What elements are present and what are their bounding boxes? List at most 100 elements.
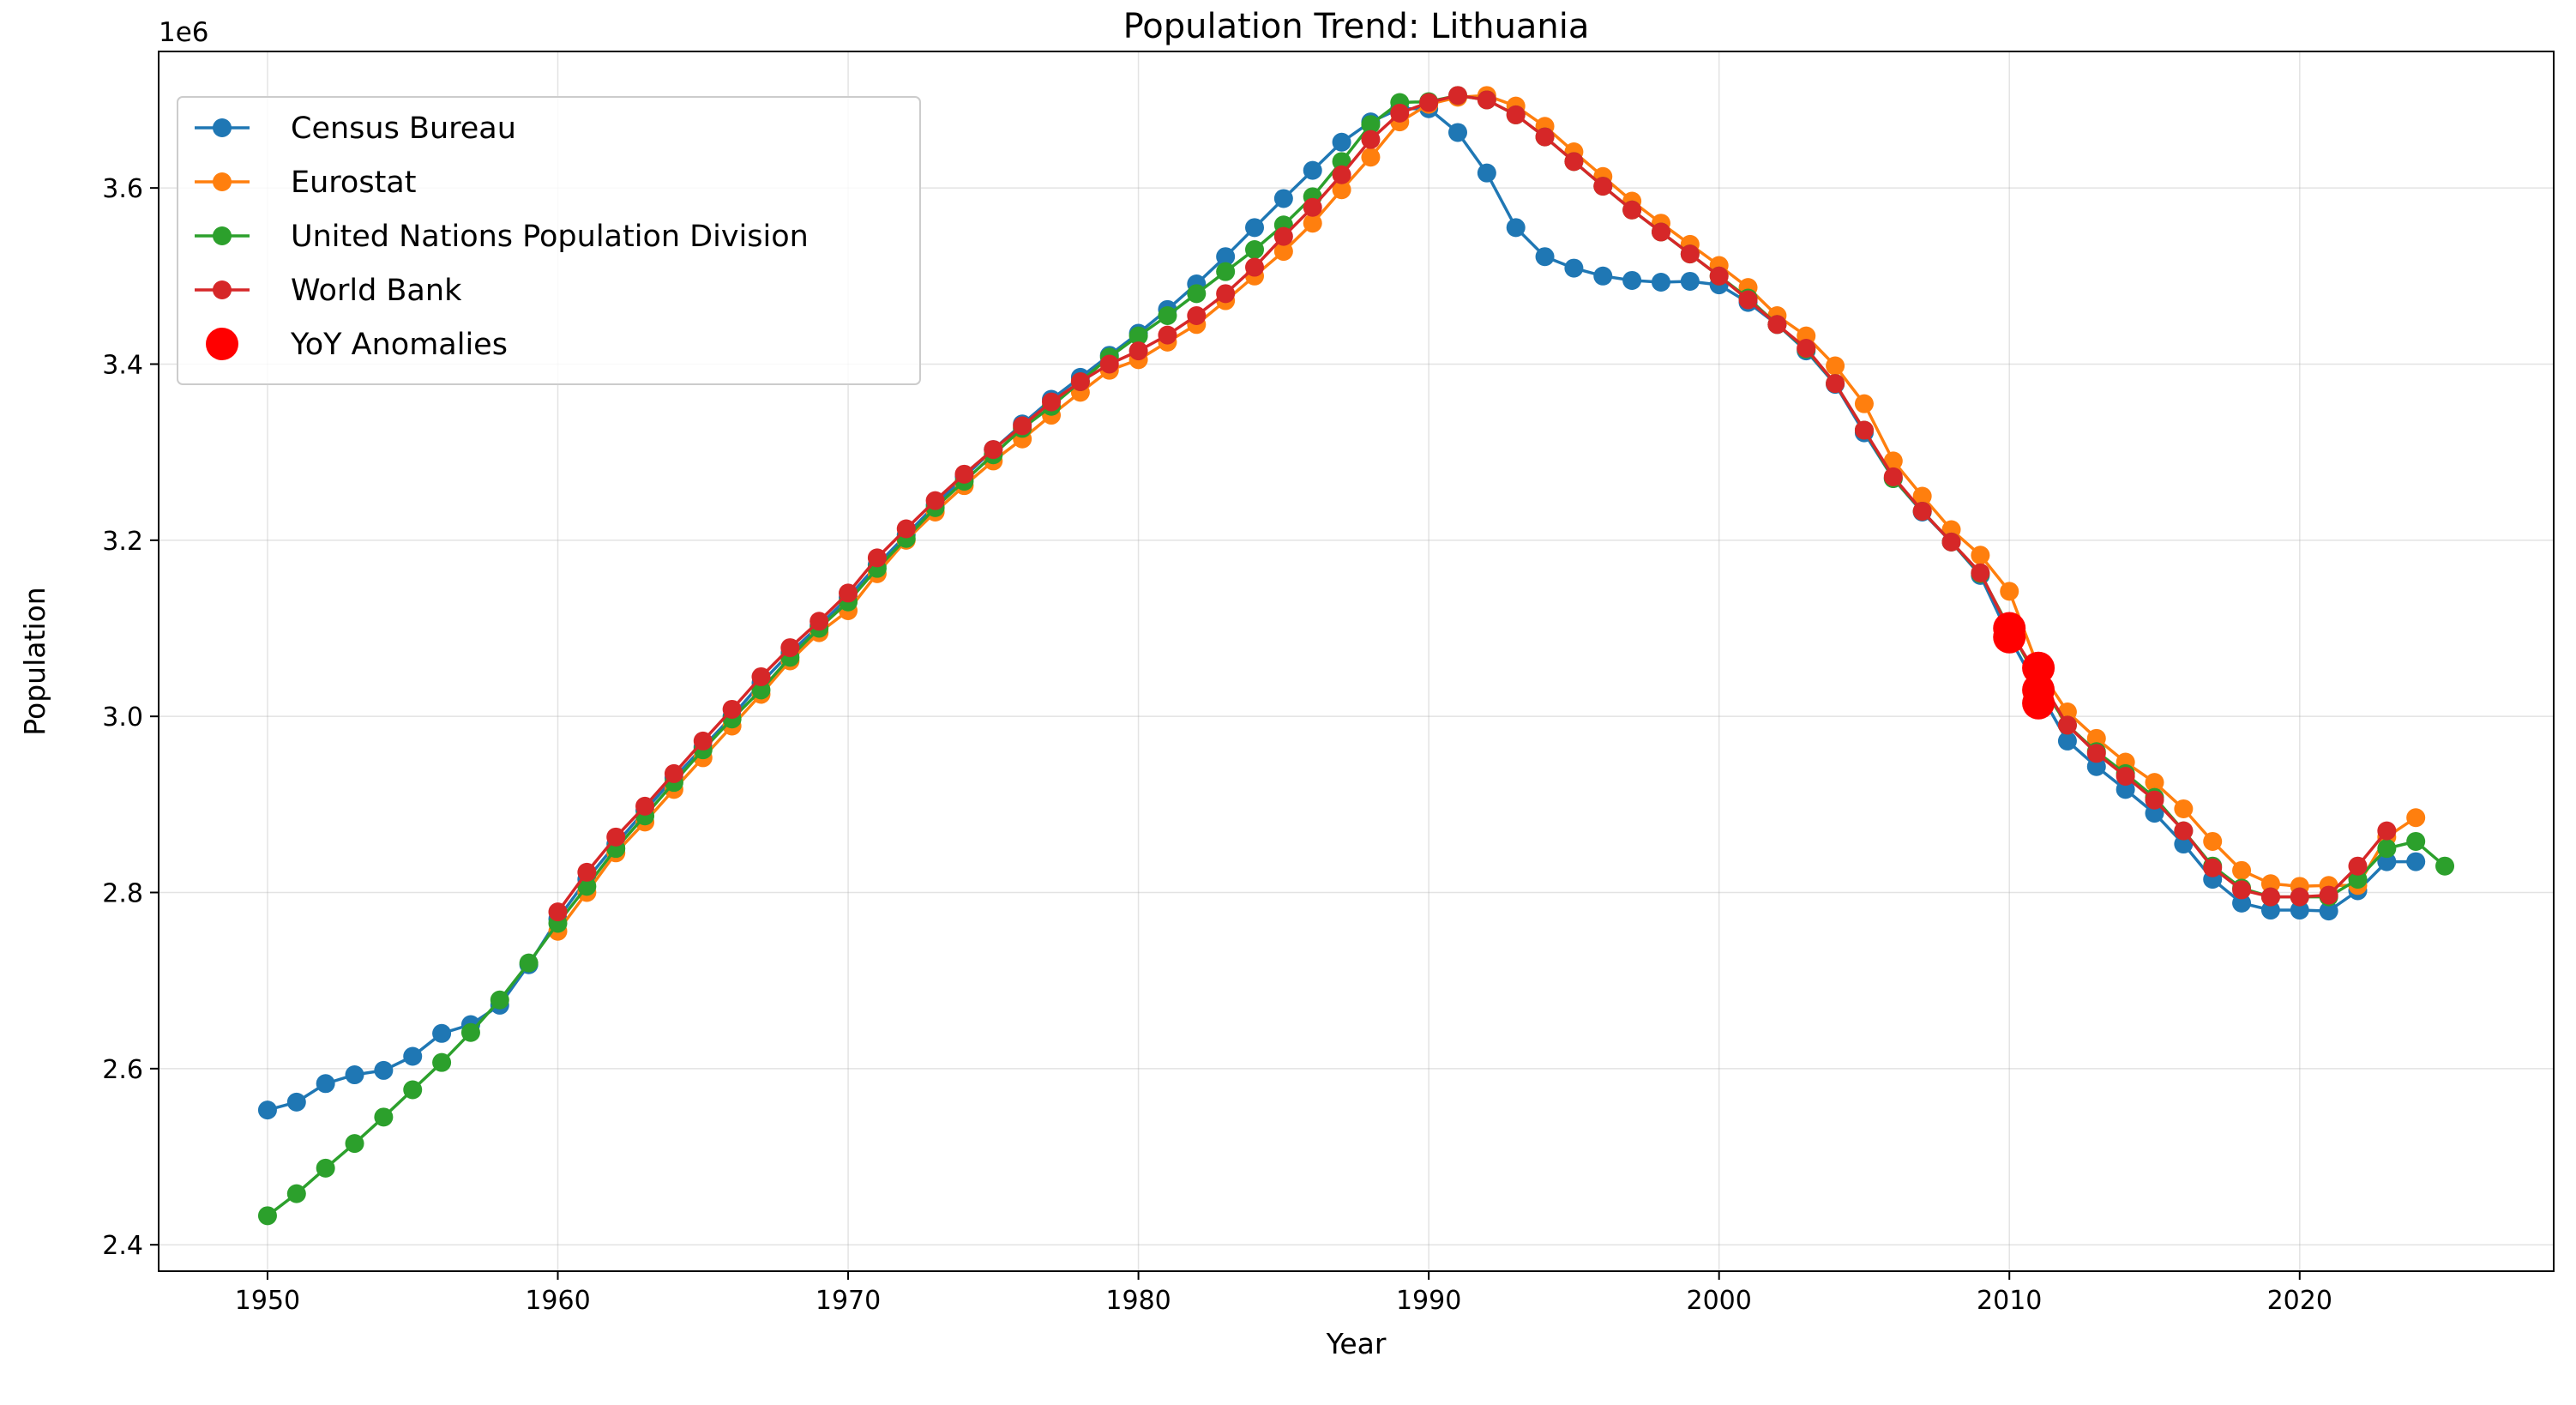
data-point	[490, 990, 509, 1010]
data-point	[1622, 270, 1642, 290]
data-point	[2000, 582, 2019, 601]
data-point	[810, 612, 829, 631]
data-point	[1651, 272, 1670, 292]
data-point	[1709, 266, 1729, 286]
x-tick-label: 1990	[1396, 1286, 1461, 1316]
data-point	[2260, 874, 2280, 894]
data-point	[954, 464, 974, 484]
data-point	[1738, 290, 1758, 310]
data-point	[460, 1022, 480, 1042]
data-point	[2435, 856, 2455, 876]
data-point	[374, 1107, 394, 1127]
data-point	[1245, 257, 1265, 277]
legend-entry: World Bank	[195, 274, 462, 308]
y-axis-label: Population	[18, 587, 51, 735]
data-point	[2406, 852, 2426, 871]
data-point	[1361, 130, 1381, 149]
data-point	[2232, 893, 2252, 913]
series-layer	[257, 86, 2455, 1226]
data-point	[257, 1100, 277, 1120]
data-point	[1303, 197, 1322, 217]
data-point	[925, 491, 945, 510]
data-point	[1564, 152, 1584, 172]
data-point	[984, 440, 1003, 460]
data-point	[2203, 858, 2223, 877]
data-point	[1042, 392, 1062, 412]
y-tick-label: 2.4	[102, 1231, 143, 1261]
data-point	[2377, 839, 2397, 859]
data-point	[693, 731, 713, 751]
y-tick-label: 2.8	[102, 879, 143, 909]
data-point	[1971, 563, 1990, 582]
data-point	[1273, 242, 1293, 262]
data-point	[1535, 127, 1555, 147]
data-point	[2260, 901, 2280, 920]
data-point	[1883, 451, 1903, 471]
data-point	[1971, 546, 1990, 565]
data-point	[2232, 880, 2252, 900]
data-point	[1593, 266, 1613, 286]
legend-label: Eurostat	[291, 166, 416, 200]
chart-title: Population Trend: Lithuania	[1123, 7, 1590, 46]
data-point	[867, 548, 887, 568]
data-point	[2057, 731, 2077, 751]
legend-box	[177, 96, 921, 385]
x-tick-label: 2000	[1687, 1286, 1752, 1316]
y-axis-offset-label: 1e6	[159, 17, 209, 48]
data-point	[403, 1046, 423, 1066]
data-point	[664, 763, 683, 783]
data-point	[2406, 831, 2426, 851]
data-point	[1158, 325, 1177, 345]
data-point	[1332, 180, 1351, 200]
data-point	[519, 953, 539, 973]
data-point	[1477, 163, 1496, 183]
data-point	[316, 1158, 335, 1178]
data-point	[896, 519, 916, 539]
data-point	[2086, 744, 2106, 763]
legend-entry: United Nations Population Division	[195, 220, 809, 254]
data-point	[432, 1052, 452, 1072]
y-tick-label: 3.0	[102, 702, 143, 733]
data-point	[1797, 339, 1816, 359]
data-point	[2232, 860, 2252, 880]
y-axis-ticks: 2.4 2.6 2.8 3.0 3.2 3.4 3.6	[102, 174, 159, 1261]
data-point	[2145, 804, 2164, 823]
x-tick-label: 1970	[816, 1286, 881, 1316]
data-point	[2290, 901, 2309, 920]
y-tick-label: 2.6	[102, 1055, 143, 1085]
data-point	[751, 680, 771, 700]
data-point	[1273, 189, 1293, 208]
x-tick-label: 1960	[525, 1286, 590, 1316]
data-point	[2116, 780, 2135, 799]
data-point	[1129, 341, 1148, 361]
data-point	[1535, 247, 1555, 267]
data-point	[1245, 240, 1265, 260]
data-point	[1447, 86, 1467, 106]
data-point	[2086, 728, 2106, 748]
data-point	[1912, 501, 1932, 521]
data-point	[2406, 808, 2426, 828]
data-point	[635, 796, 655, 816]
data-point	[2086, 757, 2106, 776]
legend-entry: YoY Anomalies	[206, 328, 508, 362]
data-point	[2145, 773, 2164, 793]
data-point	[1506, 218, 1526, 238]
data-point	[286, 1092, 306, 1112]
anomaly-point	[2022, 686, 2055, 720]
data-point	[2377, 821, 2397, 841]
data-point	[1187, 306, 1207, 326]
data-point	[1158, 306, 1177, 326]
data-point	[1622, 200, 1642, 220]
data-point	[2377, 852, 2397, 871]
x-tick-label: 2010	[1977, 1286, 2042, 1316]
data-point	[1447, 123, 1467, 142]
data-point	[577, 877, 597, 896]
series-line	[557, 93, 2388, 914]
data-point	[2203, 831, 2223, 851]
data-point	[286, 1184, 306, 1203]
data-point	[1361, 115, 1381, 135]
data-point	[316, 1074, 335, 1094]
data-point	[839, 583, 858, 603]
data-point	[1912, 486, 1932, 506]
